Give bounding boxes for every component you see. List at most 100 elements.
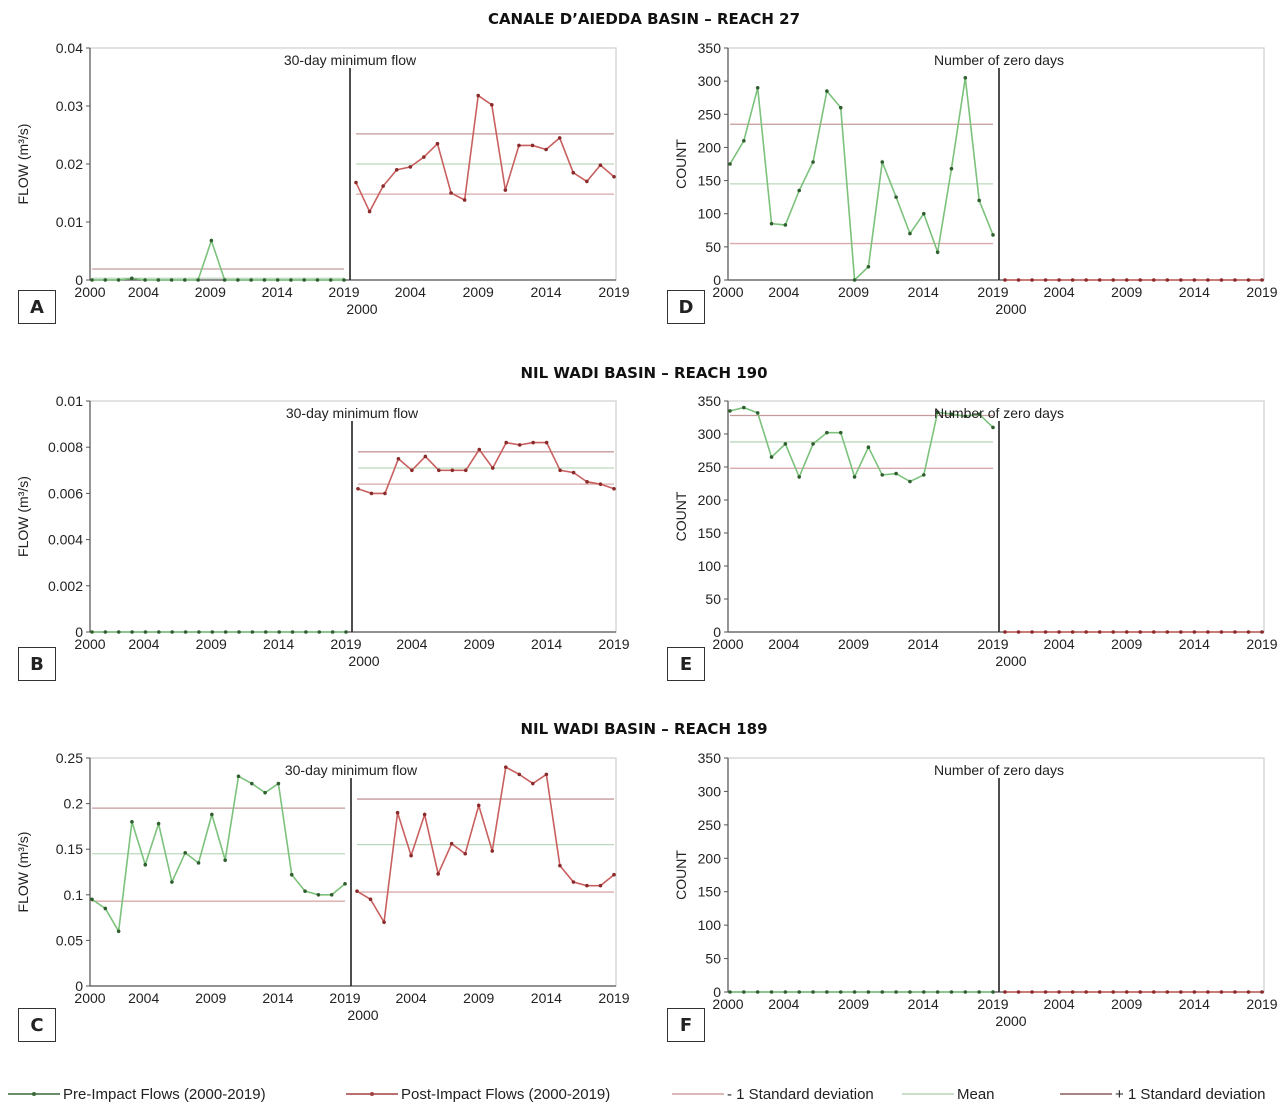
post-impact-point: [612, 872, 616, 877]
pre-impact-point: [183, 278, 187, 282]
pre-impact-point: [330, 630, 335, 634]
post-impact-point: [598, 883, 603, 888]
y-tick-label: 100: [698, 206, 722, 222]
pre-impact-point: [838, 105, 843, 110]
x-tick-label-post: 2019: [1246, 996, 1277, 1012]
pre-impact-point: [797, 475, 802, 479]
legend-label-mean: Mean: [957, 1085, 995, 1103]
post-impact-point: [436, 872, 440, 876]
pre-impact-point: [344, 630, 348, 634]
pre-impact-point: [275, 278, 280, 282]
y-tick-label: 0.15: [56, 841, 83, 857]
pre-impact-point: [797, 990, 802, 994]
post-impact-point: [382, 920, 386, 924]
pre-impact-point: [866, 990, 871, 994]
y-tick-label: 50: [705, 591, 721, 607]
post-impact-point: [1192, 630, 1197, 634]
post-impact-point: [369, 491, 374, 496]
post-impact-point: [558, 468, 562, 473]
section-title-reach-27: CANALE D’AIEDDA BASIN – REACH 27: [487, 10, 801, 28]
post-impact-point: [489, 103, 494, 107]
pre-impact-point: [316, 893, 321, 897]
x-tick-label-post: 2014: [531, 990, 562, 1006]
legend-swatch-minus-sd: [672, 1093, 724, 1095]
post-impact-point: [557, 136, 562, 140]
pre-impact-point: [170, 880, 174, 884]
post-impact-point: [612, 486, 616, 491]
post-impact-point: [1097, 630, 1102, 634]
pre-impact-point: [143, 862, 148, 867]
post-impact-point: [1057, 630, 1061, 634]
pre-impact-line: [729, 77, 994, 282]
post-impact-point: [1233, 278, 1237, 282]
post-impact-point: [1179, 278, 1183, 282]
post-impact-point: [544, 147, 548, 152]
x-tick-label: 2000: [74, 636, 105, 652]
post-impact-point: [476, 93, 481, 98]
post-impact-point: [1138, 278, 1143, 282]
y-axis-label: COUNT: [673, 491, 689, 541]
pre-impact-point: [921, 990, 926, 994]
x-tick-label-post: 2009: [464, 636, 495, 652]
post-impact-point: [1111, 990, 1116, 994]
pre-impact-point: [755, 990, 760, 994]
x-tick-label: 2004: [768, 284, 799, 300]
legend: Pre-Impact Flows (2000-2019) Post-Impact…: [0, 1083, 1288, 1105]
post-impact-point: [395, 810, 400, 815]
post-impact-point: [1084, 990, 1088, 994]
pre-impact-point: [935, 410, 940, 415]
post-impact-point: [1043, 630, 1048, 634]
post-impact-point: [1030, 630, 1034, 634]
panel-letter-c: C: [18, 1008, 56, 1042]
pre-impact-point: [949, 166, 954, 171]
pre-impact-point: [223, 630, 228, 634]
pre-impact-point: [825, 990, 829, 994]
post-impact-point: [585, 480, 589, 484]
x-tick-label: 2000: [74, 284, 105, 300]
post-impact-point: [598, 482, 603, 486]
pre-impact-point: [755, 411, 760, 415]
post-impact-point: [354, 180, 358, 185]
x-tick-label-post: 2014: [1179, 284, 1210, 300]
pre-impact-point: [935, 250, 940, 254]
post-impact-point: [1233, 630, 1237, 634]
legend-item-pre: Pre-Impact Flows (2000-2019): [8, 1083, 266, 1105]
y-tick-label: 350: [698, 750, 722, 766]
post-impact-point: [517, 143, 521, 148]
pre-impact-point: [130, 820, 134, 824]
x-tick-label: 2009: [196, 636, 227, 652]
y-axis-label: FLOW (m³/s): [15, 832, 31, 913]
pre-impact-point: [343, 882, 347, 886]
pre-impact-point: [728, 162, 732, 166]
post-impact-point: [1260, 630, 1264, 634]
post-impact-point: [435, 141, 440, 146]
pre-impact-point: [156, 278, 161, 282]
pre-impact-point: [838, 990, 843, 994]
post-impact-point: [1151, 630, 1156, 634]
legend-label-pre: Pre-Impact Flows (2000-2019): [63, 1085, 266, 1103]
pre-impact-point: [811, 442, 815, 446]
pre-impact-point: [90, 278, 94, 282]
y-tick-label: 100: [698, 558, 722, 574]
y-tick-label: 200: [698, 850, 722, 866]
pre-impact-point: [263, 630, 268, 634]
y-tick-label: 0.002: [48, 578, 83, 594]
post-impact-point: [1097, 278, 1102, 282]
pre-impact-point: [949, 990, 954, 994]
pre-impact-point: [236, 774, 241, 779]
y-tick-label: 300: [698, 426, 722, 442]
post-impact-line: [355, 94, 615, 214]
pre-impact-point: [783, 990, 788, 994]
pre-impact-line: [91, 774, 346, 934]
y-tick-label: 0.04: [56, 40, 83, 56]
post-impact-point: [1179, 990, 1183, 994]
y-tick-label: 50: [705, 951, 721, 967]
post-impact-point: [368, 897, 373, 902]
pre-impact-point: [908, 231, 912, 236]
x-tick-label: 2019: [328, 284, 359, 300]
y-tick-label: 0.02: [56, 156, 83, 172]
post-impact-point: [503, 765, 508, 769]
y-tick-label: 100: [698, 917, 722, 933]
pre-impact-point: [755, 85, 760, 90]
